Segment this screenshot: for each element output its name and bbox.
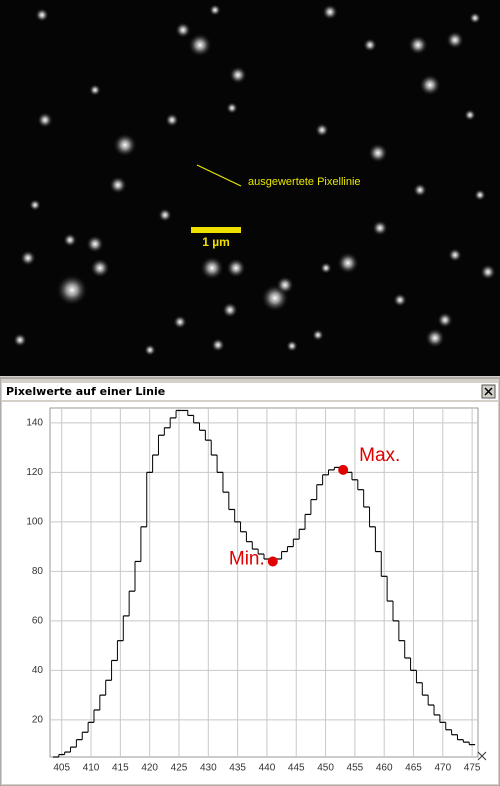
y-tick-label: 60 xyxy=(32,616,44,627)
scale-bar-label: 1 µm xyxy=(202,235,230,249)
corner-mark xyxy=(477,751,487,761)
y-tick-label: 40 xyxy=(32,665,44,676)
x-tick-label: 415 xyxy=(112,763,129,774)
x-tick-label: 410 xyxy=(83,763,100,774)
point-label: Max. xyxy=(359,445,400,466)
x-tick-label: 445 xyxy=(288,763,305,774)
pixel-line xyxy=(196,164,242,187)
image-annotation: ausgewertete Pixellinie xyxy=(248,176,361,188)
y-tick-label: 80 xyxy=(32,566,44,577)
x-tick-label: 430 xyxy=(200,763,217,774)
y-tick-label: 100 xyxy=(26,516,43,527)
extremum-point xyxy=(267,556,278,567)
x-tick-label: 455 xyxy=(347,763,364,774)
y-tick-label: 140 xyxy=(26,417,43,428)
x-tick-label: 435 xyxy=(229,763,246,774)
y-tick-label: 120 xyxy=(26,467,43,478)
close-button[interactable] xyxy=(481,384,496,399)
window-title: Pixelwerte auf einer Linie xyxy=(6,385,165,398)
x-tick-label: 440 xyxy=(259,763,276,774)
extremum-point xyxy=(338,464,349,475)
fluorescent-spots xyxy=(13,4,496,356)
plot: 20 40 60 80 100 120 140 405 410 415 420 425 430 435 44… xyxy=(26,407,481,774)
y-tick-label: 20 xyxy=(32,715,44,726)
x-tick-label: 470 xyxy=(434,763,451,774)
x-tick-label: 420 xyxy=(141,763,158,774)
x-tick-label: 425 xyxy=(171,763,188,774)
scale-bar xyxy=(191,227,241,233)
x-tick-label: 465 xyxy=(405,763,422,774)
x-tick-label: 450 xyxy=(317,763,334,774)
x-tick-label: 475 xyxy=(464,763,481,774)
x-tick-label: 460 xyxy=(376,763,393,774)
title-bar xyxy=(2,383,498,400)
point-label: Min. xyxy=(229,548,265,569)
close-glyph[interactable] xyxy=(484,387,493,396)
plot-area xyxy=(49,407,479,758)
x-tick-label: 405 xyxy=(53,763,70,774)
